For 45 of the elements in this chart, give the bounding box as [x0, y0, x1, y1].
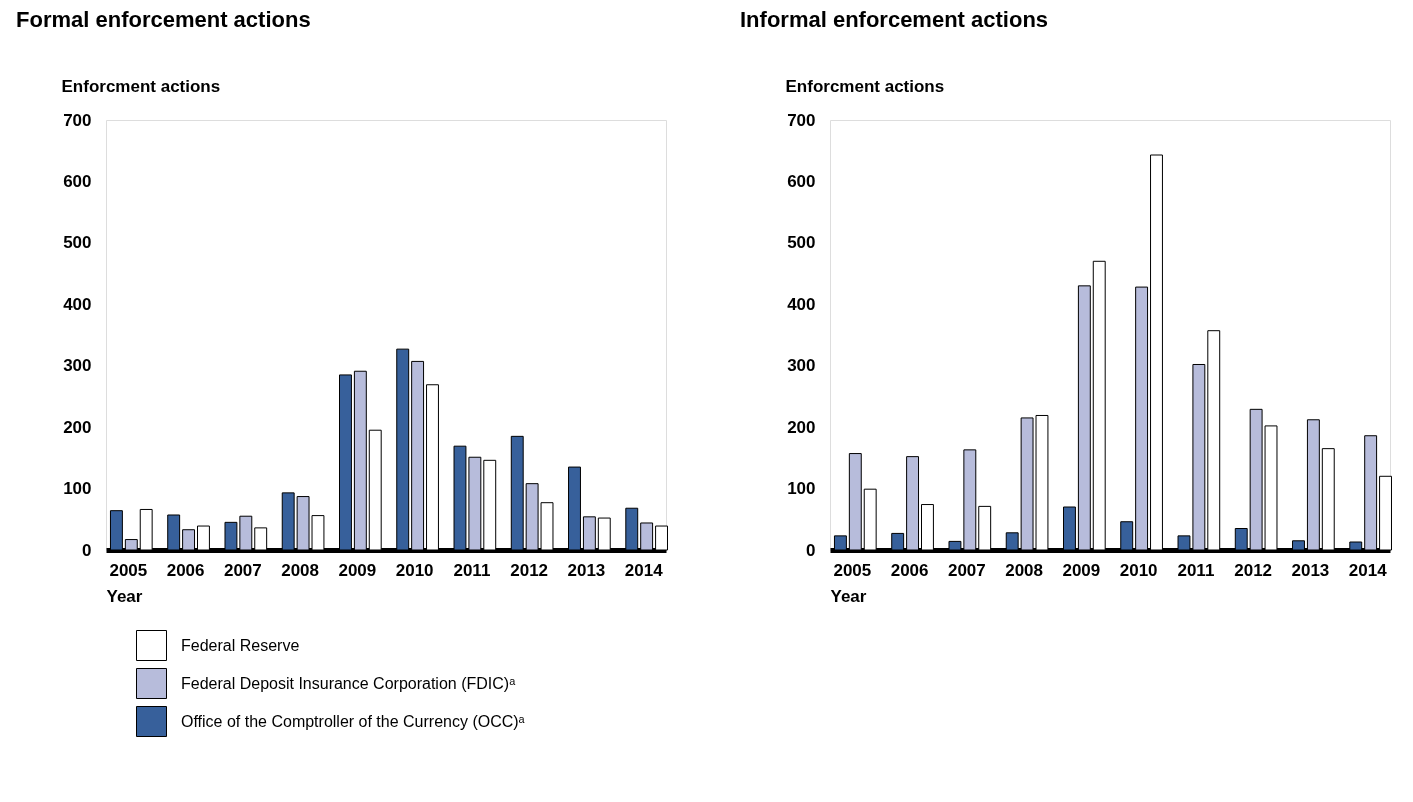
- x-tick-label: 2010: [395, 560, 434, 580]
- y-tick-label: 600: [787, 171, 816, 191]
- x-tick-label: 2014: [1348, 560, 1388, 580]
- x-tick-label: 2011: [453, 560, 491, 580]
- y-tick-label: 0: [82, 540, 92, 560]
- x-tick-label: 2010: [1119, 560, 1158, 580]
- y-tick-label: 600: [63, 171, 92, 191]
- x-tick-label: 2007: [947, 560, 986, 580]
- y-tick-label: 200: [63, 417, 92, 437]
- legend-label: Federal Deposit Insurance Corporation (FDIC)ᵃ: [181, 674, 517, 692]
- y-tick-label: 100: [63, 479, 92, 499]
- x-tick-label: 2008: [281, 560, 320, 580]
- legend-label: Office of the Comptroller of the Currency (OCC)ᵃ: [181, 712, 526, 730]
- y-tick-label: 200: [787, 417, 816, 437]
- x-tick-label: 2012: [510, 560, 549, 580]
- y-tick-label: 0: [806, 540, 816, 560]
- x-axis-title: Year: [830, 586, 867, 606]
- x-tick-label: 2006: [890, 560, 929, 580]
- chart-title: Informal enforcement actions: [740, 7, 1049, 32]
- x-tick-label: 2009: [338, 560, 377, 580]
- y-tick-label: 400: [63, 294, 92, 314]
- x-tick-label: 2012: [1234, 560, 1273, 580]
- x-tick-label: 2007: [223, 560, 262, 580]
- y-tick-label: 700: [63, 110, 92, 130]
- x-tick-label: 2006: [166, 560, 205, 580]
- x-axis-title: Year: [106, 586, 143, 606]
- y-tick-label: 100: [787, 479, 816, 499]
- legend-label: Federal Reserve: [181, 636, 300, 654]
- x-tick-label: 2009: [1062, 560, 1101, 580]
- y-tick-label: 300: [787, 356, 816, 376]
- x-tick-label: 2008: [1005, 560, 1044, 580]
- x-tick-label: 2013: [1291, 560, 1330, 580]
- y-tick-label: 300: [63, 356, 92, 376]
- x-tick-label: 2011: [1177, 560, 1215, 580]
- x-tick-label: 2005: [833, 560, 872, 580]
- x-tick-label: 2013: [567, 560, 606, 580]
- y-axis-title: Enforcment actions: [785, 76, 945, 96]
- chart-title: Formal enforcement actions: [16, 7, 311, 32]
- y-tick-label: 700: [787, 110, 816, 130]
- y-tick-label: 400: [787, 294, 816, 314]
- y-tick-label: 500: [787, 233, 816, 253]
- x-tick-label: 2014: [624, 560, 664, 580]
- y-tick-label: 500: [63, 233, 92, 253]
- y-axis-title: Enforcment actions: [61, 76, 221, 96]
- x-tick-label: 2005: [109, 560, 148, 580]
